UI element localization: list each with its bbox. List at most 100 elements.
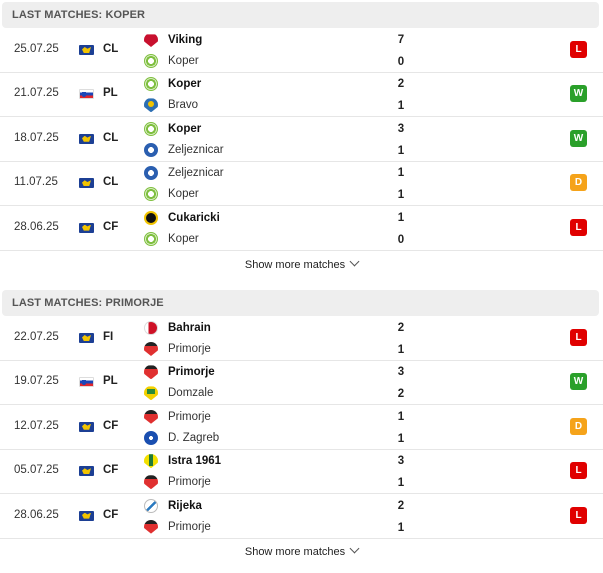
competition-code: CF [103,464,119,477]
competition-code: CF [103,220,119,233]
match-date: 28.06.25 [14,508,59,521]
koper-section: LAST MATCHES: KOPER [0,0,603,28]
row-divider [0,404,603,406]
row-divider [0,205,603,207]
match-row[interactable]: 18.07.25 CL Koper Zeljeznicar 3 1 W [0,117,603,161]
match-row[interactable]: 12.07.25 CF Primorje D. Zagreb 1 1 D [0,405,603,449]
away-team[interactable]: Domzale [144,384,213,402]
competition-code: FI [103,331,114,343]
home-team[interactable]: Primorje [144,408,211,426]
eu-flag-icon [79,466,94,477]
zeljeznicar-logo [144,166,158,181]
match-date: 12.07.25 [14,419,59,432]
match-row[interactable]: 28.06.25 CF Rijeka Primorje 2 1 L [0,494,603,538]
away-team-name: Domzale [168,387,214,400]
away-score: 1 [397,432,405,445]
away-team-name: Primorje [168,343,211,355]
result-badge: L [570,329,587,346]
competition-code: CF [103,508,119,521]
istra-logo [144,454,158,469]
away-team[interactable]: Primorje [144,473,211,491]
away-team[interactable]: Zeljeznicar [144,141,224,159]
competition-code: PL [103,375,118,388]
home-team-name: Viking [168,34,203,46]
away-score: 1 [397,521,405,534]
result-badge: W [570,129,587,147]
match-date: 21.07.25 [14,87,59,100]
zeljeznicar-logo [144,142,158,157]
away-team[interactable]: Primorje [144,340,211,358]
koper-logo [144,231,158,246]
row-divider [0,71,603,73]
away-team-name: Primorje [168,476,211,489]
away-team[interactable]: Koper [144,185,199,203]
home-team[interactable]: Primorje [144,363,215,381]
match-row[interactable]: 19.07.25 PL Primorje Domzale 3 2 W [0,360,603,404]
away-team-name: Zeljeznicar [168,143,224,156]
competition-code: PL [103,87,118,100]
away-team[interactable]: D. Zagreb [144,429,219,447]
away-score: 1 [397,144,405,157]
home-team-name: Istra 1961 [168,455,222,468]
away-team[interactable]: Primorje [144,518,211,536]
result-badge: L [570,41,587,58]
home-team[interactable]: Istra 1961 [144,452,221,470]
primorje-logo [144,409,158,424]
primorje-logo [144,365,158,380]
match-row[interactable]: 25.07.25 CL Viking Koper 7 0 L [0,28,603,72]
show-more-matches-link[interactable]: Show more matches [0,256,603,271]
away-score: 1 [397,344,405,356]
row-divider [0,160,603,162]
domzale-logo [144,386,158,401]
away-score: 1 [397,189,405,202]
match-date: 19.07.25 [14,375,59,388]
slovenia-flag-icon [79,377,94,388]
away-score: 0 [397,233,405,246]
match-row[interactable]: 28.06.25 CF Cukaricki Koper 1 0 L [0,206,603,250]
competition-code: CL [103,43,119,55]
match-date: 11.07.25 [14,176,58,189]
home-team[interactable]: Rijeka [144,497,202,515]
koper-logo [144,54,158,68]
away-team-name: Primorje [168,520,211,533]
home-team[interactable]: Zeljeznicar [144,164,224,182]
away-team[interactable]: Koper [144,230,199,248]
home-team[interactable]: Koper [144,120,201,138]
row-divider [0,249,603,251]
home-team[interactable]: Bahrain [144,319,211,337]
away-team[interactable]: Bravo [144,96,198,114]
match-row[interactable]: 22.07.25 FI Bahrain Primorje 2 1 L [0,316,603,360]
show-more-label: Show more matches [244,546,346,558]
result-badge: W [570,85,587,103]
match-row[interactable]: 11.07.25 CL Zeljeznicar Koper 1 1 D [0,161,603,205]
home-team-name: Koper [168,78,202,91]
competition-code: CL [103,131,119,144]
eu-flag-icon [79,333,94,343]
eu-flag-icon [79,421,94,432]
match-row[interactable]: 21.07.25 PL Koper Bravo 2 1 W [0,72,603,116]
match-date: 05.07.25 [14,464,59,477]
primorje-logo [144,475,158,490]
home-team-name: Cukaricki [168,211,220,224]
result-badge: L [570,462,587,480]
home-team[interactable]: Viking [144,31,202,49]
match-row[interactable]: 05.07.25 CF Istra 1961 Primorje 3 1 L [0,449,603,493]
chevron-down-icon [349,256,360,267]
bravo-logo [144,98,158,113]
home-team-name: Bahrain [168,322,211,334]
show-more-matches-link[interactable]: Show more matches [0,543,603,558]
home-team[interactable]: Cukaricki [144,209,220,227]
match-date: 18.07.25 [14,131,59,144]
home-team[interactable]: Koper [144,75,201,93]
home-score: 1 [397,167,405,180]
competition-code: CL [103,176,119,189]
cukaricki-logo [144,210,158,225]
away-team[interactable]: Koper [144,52,199,70]
away-score: 2 [397,388,405,401]
home-team-name: Primorje [168,366,215,379]
home-score: 2 [397,499,405,512]
away-team-name: D. Zagreb [168,431,220,444]
match-date: 25.07.25 [14,43,59,55]
row-divider [0,493,603,495]
primorje-logo [144,342,158,356]
